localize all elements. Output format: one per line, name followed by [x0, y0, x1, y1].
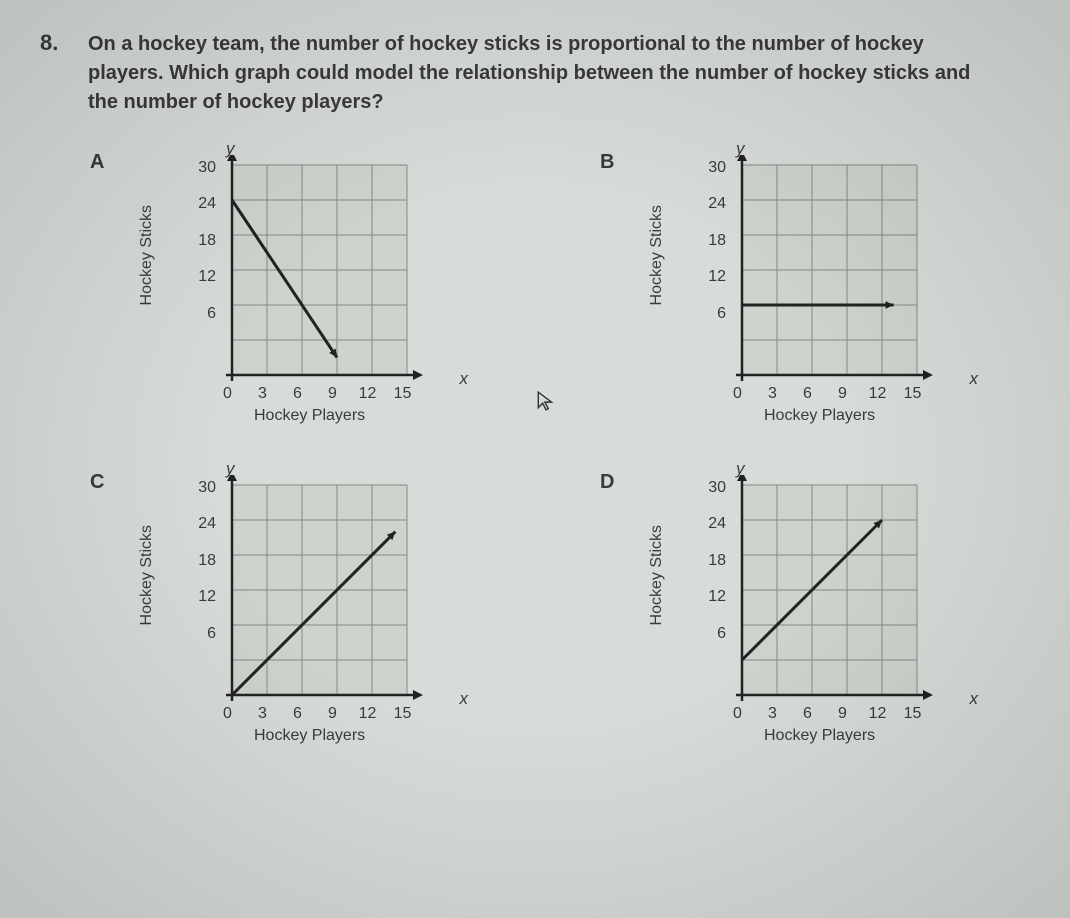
x-axis-label: Hockey Players	[764, 407, 875, 425]
chart-wrap: y Hockey Sticks 302418126_ x 03691215 Ho…	[644, 145, 974, 435]
y-axis-label: Hockey Sticks	[648, 205, 666, 305]
y-ticks: 302418126_	[186, 479, 216, 679]
y-ticks: 302418126_	[696, 479, 726, 679]
y-ticks: 302418126_	[186, 159, 216, 359]
cursor-icon	[535, 390, 557, 418]
y-axis-label: Hockey Sticks	[138, 525, 156, 625]
x-axis-letter: x	[970, 689, 979, 709]
x-axis-label: Hockey Players	[764, 727, 875, 745]
x-axis-label: Hockey Players	[254, 727, 365, 745]
y-axis-label: Hockey Sticks	[138, 205, 156, 305]
y-ticks: 302418126_	[696, 159, 726, 359]
chart-wrap: y Hockey Sticks 302418126_ x 03691215 Ho…	[134, 465, 464, 755]
question-number: 8.	[40, 30, 70, 117]
chart-plot	[224, 475, 434, 707]
x-axis-label: Hockey Players	[254, 407, 365, 425]
choices-grid: A y Hockey Sticks 302418126_ x 03691215 …	[90, 145, 1030, 755]
choice-c[interactable]: C y Hockey Sticks 302418126_ x 03691215 …	[90, 465, 520, 755]
x-axis-letter: x	[460, 689, 469, 709]
chart-wrap: y Hockey Sticks 302418126_ x 03691215 Ho…	[644, 465, 974, 755]
x-ticks: 03691215	[720, 705, 930, 723]
choice-letter: D	[600, 471, 624, 494]
chart-wrap: y Hockey Sticks 302418126_ x 03691215 Ho…	[134, 145, 464, 435]
chart-plot	[734, 155, 944, 387]
x-ticks: 03691215	[210, 385, 420, 403]
chart-plot	[734, 475, 944, 707]
question-text: On a hockey team, the number of hockey s…	[88, 30, 988, 117]
choice-letter: C	[90, 471, 114, 494]
chart-plot	[224, 155, 434, 387]
x-ticks: 03691215	[210, 705, 420, 723]
x-axis-letter: x	[970, 369, 979, 389]
y-axis-label: Hockey Sticks	[648, 525, 666, 625]
choice-letter: B	[600, 151, 624, 174]
x-ticks: 03691215	[720, 385, 930, 403]
choice-d[interactable]: D y Hockey Sticks 302418126_ x 03691215 …	[600, 465, 1030, 755]
question-row: 8. On a hockey team, the number of hocke…	[40, 30, 1030, 117]
x-axis-letter: x	[460, 369, 469, 389]
choice-a[interactable]: A y Hockey Sticks 302418126_ x 03691215 …	[90, 145, 520, 435]
choice-b[interactable]: B y Hockey Sticks 302418126_ x 03691215 …	[600, 145, 1030, 435]
choice-letter: A	[90, 151, 114, 174]
